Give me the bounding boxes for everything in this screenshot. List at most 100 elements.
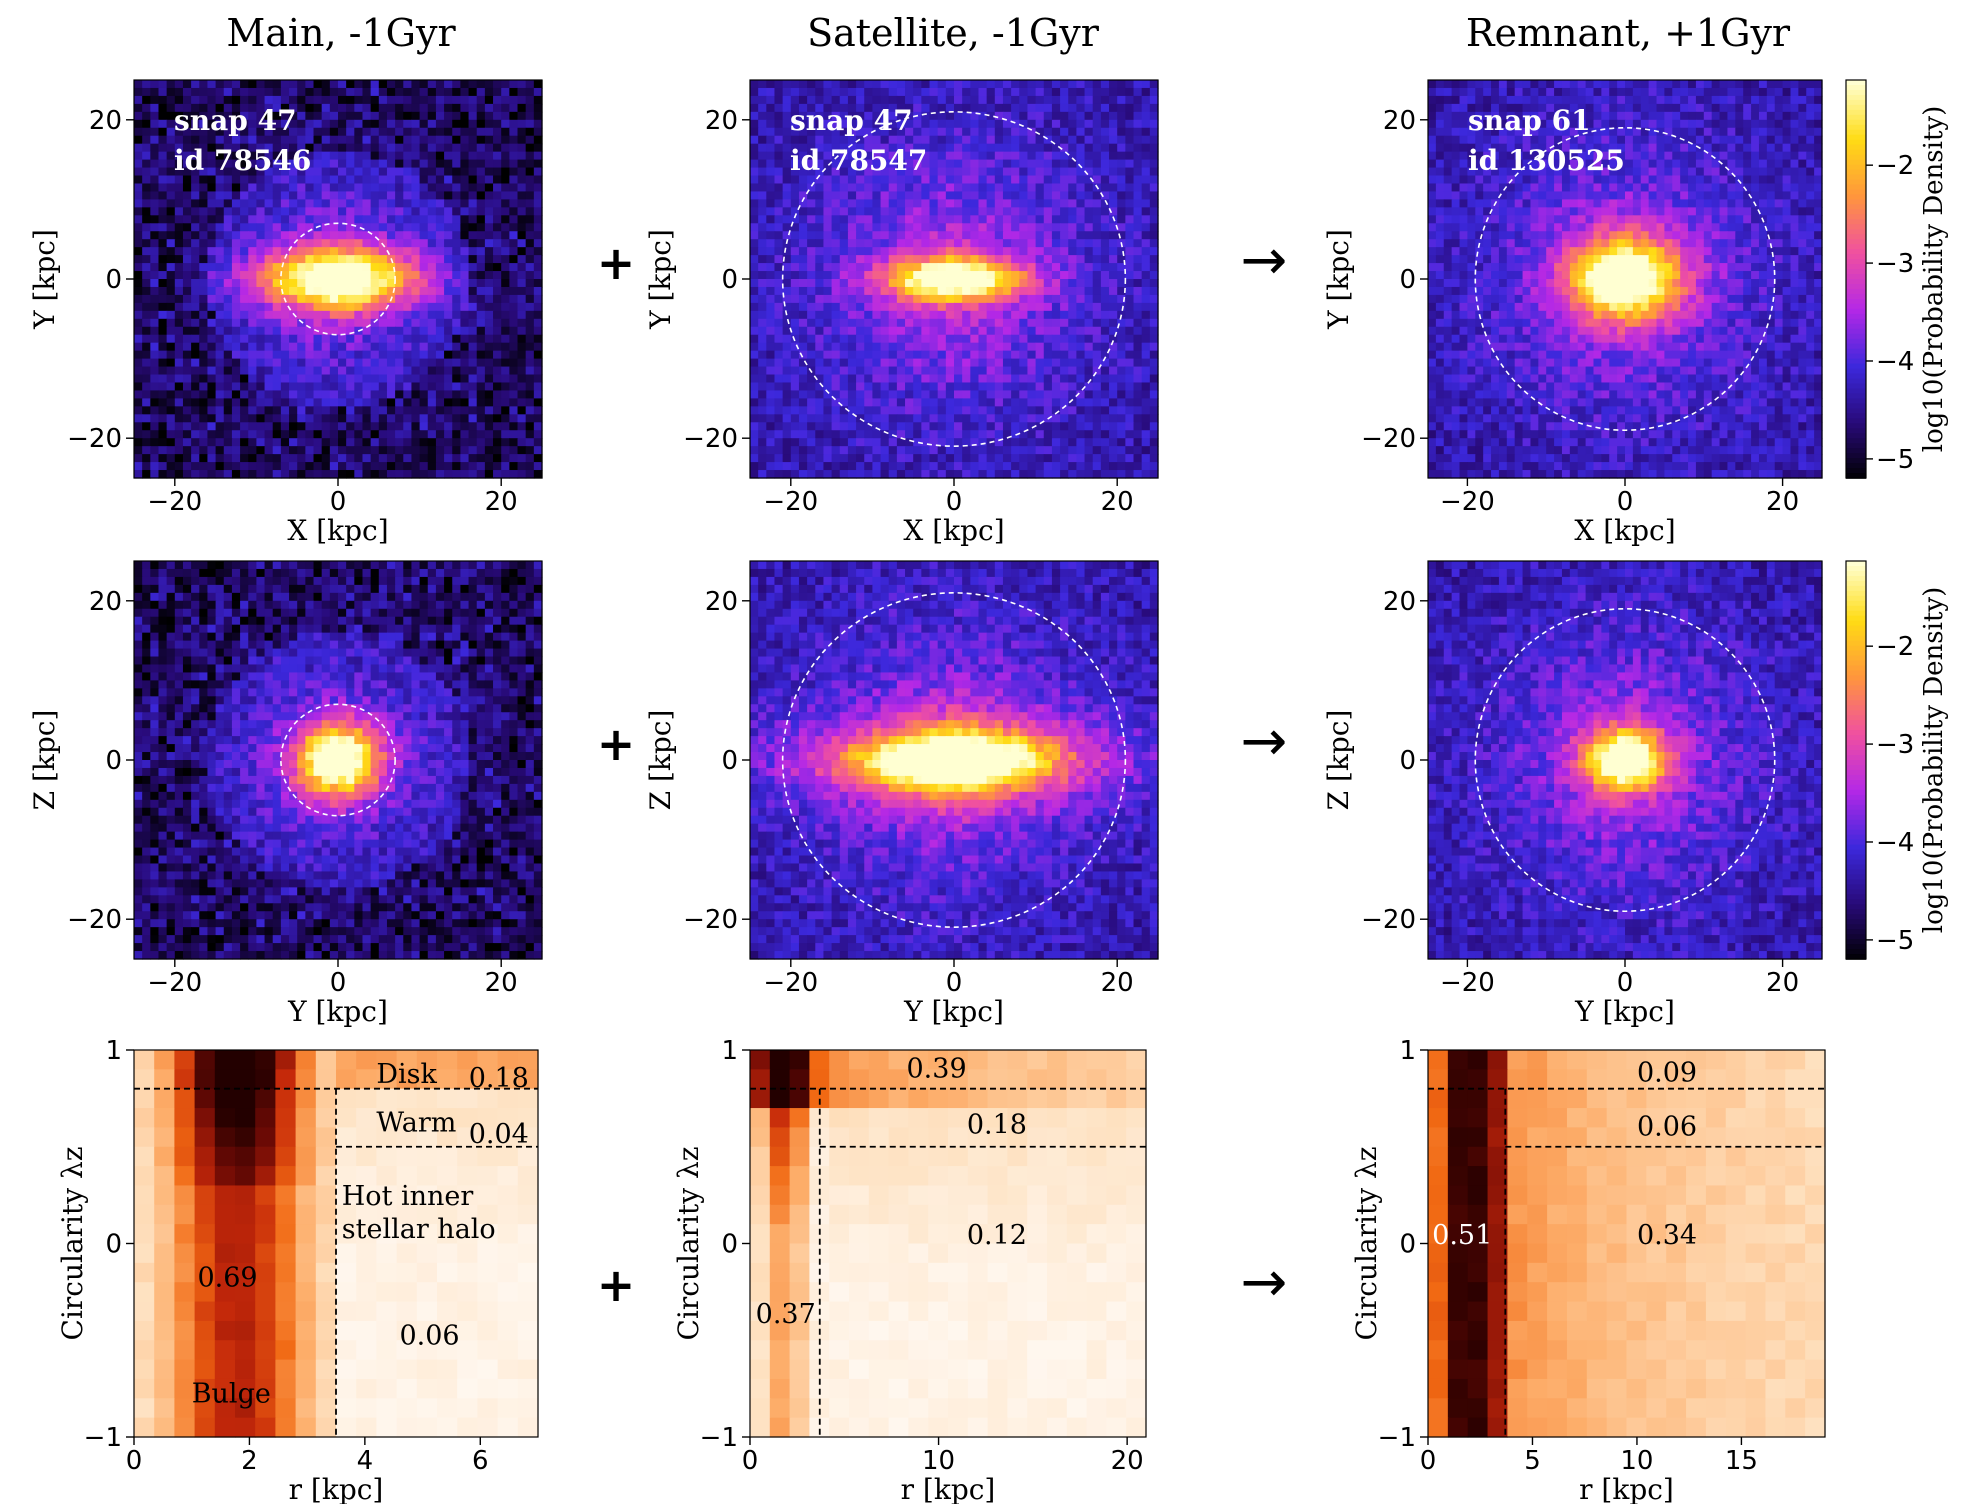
map-axes: −20 −20 0 0 20 20 Y [kpc] Z [kpc] — [644, 587, 1134, 1028]
colorbar-label: log10(Probability Density) — [1919, 106, 1949, 452]
x-tick-label: 4 — [357, 1446, 374, 1476]
x-tick-label: −20 — [763, 487, 818, 517]
half-mass-circle — [781, 111, 1127, 447]
y-tick-label: 0 — [721, 1230, 738, 1260]
x-tick-label: 0 — [330, 487, 347, 517]
y-axis-label: Y [kpc] — [1322, 229, 1355, 330]
x-tick-label: 0 — [742, 1446, 759, 1476]
x-tick-label: 0 — [330, 968, 347, 998]
y-axis-label: Y [kpc] — [28, 229, 61, 330]
arrow-operator: → — [1241, 1250, 1288, 1315]
map-axes: −20 −20 0 0 20 20 X [kpc] Y [kpc] — [1322, 106, 1799, 547]
y-tick-label: −1 — [1378, 1423, 1416, 1453]
x-tick-label: −20 — [1440, 968, 1495, 998]
region-label: Warm — [376, 1108, 456, 1139]
map-axes: −20 −20 0 0 20 20 X [kpc] Y [kpc] — [644, 106, 1134, 547]
id-label: id 78546 — [174, 144, 311, 177]
x-axis-label: X [kpc] — [287, 514, 388, 547]
map-axes: −20 −20 0 0 20 20 Y [kpc] Z [kpc] — [28, 587, 518, 1028]
y-tick-label: 20 — [705, 587, 738, 617]
snap-label: snap 61 — [1468, 104, 1591, 137]
region-label: 0.18 — [469, 1063, 529, 1094]
snap-label: snap 47 — [174, 104, 297, 137]
x-tick-label: 0 — [946, 968, 963, 998]
y-tick-label: −20 — [683, 424, 738, 454]
y-axis-label: Circularity λz — [672, 1147, 705, 1341]
colorbar-tick-label: −2 — [1876, 632, 1914, 662]
region-label: 0.06 — [1637, 1111, 1697, 1142]
region-label: Bulge — [192, 1378, 271, 1409]
x-axis-label: Y [kpc] — [903, 995, 1004, 1028]
half-mass-circle — [781, 592, 1127, 928]
x-tick-label: 20 — [485, 968, 518, 998]
density-map: snap 47 id 78547 — [749, 79, 1159, 479]
half-mass-circle — [280, 703, 396, 817]
x-axis-label: r [kpc] — [1579, 1473, 1674, 1504]
y-tick-label: 20 — [1383, 587, 1416, 617]
y-axis-label: Circularity λz — [1350, 1147, 1383, 1341]
y-tick-label: −20 — [683, 905, 738, 935]
region-label: 0.69 — [197, 1262, 257, 1293]
y-axis-label: Y [kpc] — [644, 229, 677, 330]
x-axis-label: r [kpc] — [289, 1473, 384, 1504]
y-tick-label: −20 — [67, 905, 122, 935]
map-axes: −20 −20 0 0 20 20 Y [kpc] Z [kpc] — [1322, 587, 1799, 1028]
x-tick-label: 0 — [1617, 487, 1634, 517]
x-tick-label: −20 — [1440, 487, 1495, 517]
region-label: 0.12 — [967, 1220, 1027, 1251]
region-label: 0.34 — [1637, 1220, 1697, 1251]
x-tick-label: 20 — [1766, 487, 1799, 517]
y-tick-label: −20 — [1361, 424, 1416, 454]
x-tick-label: 0 — [946, 487, 963, 517]
region-label: stellar halo — [342, 1214, 496, 1245]
map-axes: −20 −20 0 0 20 20 X [kpc] Y [kpc] — [28, 106, 518, 547]
y-tick-label: −1 — [700, 1423, 738, 1453]
half-mass-circle — [1474, 126, 1776, 432]
heatmap-axes: 0 2 4 610−1r [kpc]Circularity λz — [56, 1036, 489, 1504]
x-axis-label: X [kpc] — [903, 514, 1004, 547]
region-label: 0.51 — [1432, 1220, 1492, 1251]
y-axis-label: Z [kpc] — [1322, 710, 1355, 811]
x-tick-label: 20 — [1101, 487, 1134, 517]
y-tick-label: −20 — [1361, 905, 1416, 935]
arrow-operator: → — [1241, 228, 1288, 293]
plus-operator: + — [597, 236, 636, 290]
colorbar-tick-label: −3 — [1876, 249, 1914, 279]
x-tick-label: 6 — [472, 1446, 489, 1476]
colorbar-tick-label: −4 — [1876, 347, 1914, 377]
colorbar-tick-label: −2 — [1876, 151, 1914, 181]
colorbar-tick-label: −3 — [1876, 730, 1914, 760]
region-label: 0.37 — [756, 1299, 816, 1330]
x-tick-label: 20 — [1111, 1446, 1144, 1476]
half-mass-circle — [280, 222, 396, 336]
y-tick-label: 1 — [1399, 1036, 1416, 1066]
x-tick-label: 5 — [1524, 1446, 1541, 1476]
region-label: 0.09 — [1637, 1057, 1697, 1088]
x-tick-label: 0 — [1617, 968, 1634, 998]
region-label: Hot inner — [342, 1181, 474, 1212]
y-axis-label: Z [kpc] — [28, 710, 61, 811]
region-label: 0.06 — [399, 1320, 459, 1351]
y-tick-label: 0 — [105, 1230, 122, 1260]
circularity-heatmap: 0.09 0.06 0.51 0.34 — [1427, 1049, 1826, 1438]
half-mass-circle — [1474, 607, 1776, 913]
x-tick-label: 15 — [1725, 1446, 1758, 1476]
region-label: 0.39 — [907, 1053, 967, 1084]
density-map — [749, 560, 1159, 960]
snap-label: snap 47 — [790, 104, 913, 137]
density-map — [133, 560, 543, 960]
y-tick-label: 20 — [1383, 106, 1416, 136]
y-tick-label: 0 — [1399, 1230, 1416, 1260]
panel-title: Main, -1Gyr — [226, 11, 456, 55]
colorbar-label: log10(Probability Density) — [1919, 587, 1949, 933]
y-tick-label: 20 — [705, 106, 738, 136]
colorbar-tick-label: −5 — [1876, 926, 1914, 956]
x-tick-label: 20 — [1101, 968, 1134, 998]
id-label: id 78547 — [790, 144, 927, 177]
panel-title: Remnant, +1Gyr — [1466, 11, 1791, 55]
density-map: snap 47 id 78546 — [133, 79, 543, 479]
